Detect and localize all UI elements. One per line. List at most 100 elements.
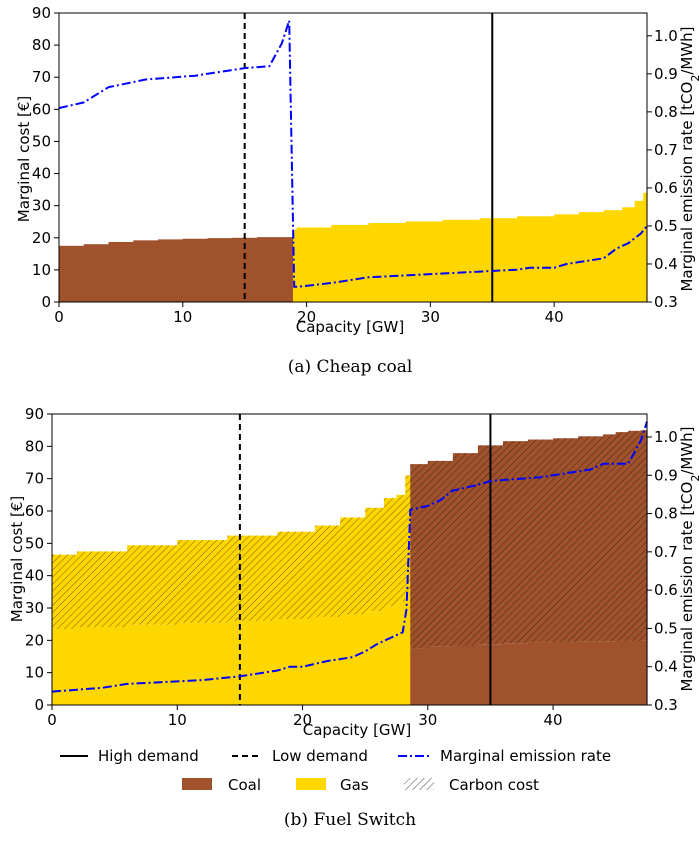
chart-b-xlabel: Capacity [GW] [303, 721, 411, 739]
chart-b-coal-step [578, 641, 604, 705]
chart-a-emission-rate-line [58, 20, 648, 288]
legend-high-demand-label: High demand [98, 747, 199, 765]
chart-b-gas-step [365, 611, 385, 705]
chart-b-emission-rate-line [51, 421, 648, 693]
chart-a-ytick-label: 40 [32, 165, 51, 183]
chart-a-xtick-label: 20 [297, 308, 316, 326]
chart-b-caption: (b) Fuel Switch [284, 810, 416, 830]
chart-b-carbon-cost-step [578, 436, 604, 642]
chart-a-gas-step [368, 223, 407, 302]
chart-a-caption: (a) Cheap coal [288, 357, 413, 377]
chart-b-y2tick-label: 0.4 [654, 658, 678, 676]
chart-b-carbon-cost-step [127, 545, 178, 625]
chart-b-xtick-label: 20 [293, 711, 312, 729]
chart-b-coal-step [640, 640, 648, 705]
chart-a-ytick-label: 30 [32, 197, 51, 215]
chart-a-gas-step [292, 229, 298, 302]
chart-b-coal-step [603, 641, 617, 705]
legend-carbon-label: Carbon cost [449, 776, 539, 794]
chart-b-y2tick-label: 0.5 [654, 619, 678, 637]
chart-a-ytick-label: 70 [32, 68, 51, 86]
chart-b-ytick-label: 30 [25, 599, 44, 617]
chart-b-ytick-label: 0 [34, 696, 44, 714]
chart-b-gas-step [52, 629, 78, 705]
legend: High demand Low demand Marginal emission… [60, 747, 611, 794]
chart-b-carbon-cost-step [640, 430, 648, 641]
legend-carbon-swatch [404, 778, 434, 790]
chart-a-gas-step [622, 207, 636, 302]
chart-b-carbon-cost-step [315, 525, 341, 618]
chart-a-xtick-label: 10 [173, 308, 192, 326]
chart-b-gas-step [177, 622, 228, 705]
chart-a-coal-step [133, 240, 159, 302]
chart-b-ytick-label: 70 [25, 470, 44, 488]
chart-a: 0 10 20 30 40 0 10 20 30 40 50 60 70 80 90 0.3 0.4 0.5 0.6… [15, 4, 699, 377]
chart-b-carbon-cost-step [502, 441, 529, 644]
chart-b-axes: 0 10 20 30 40 0 10 20 30 40 50 60 70 80 90 0.3 0.4 0.5 0.6… [25, 405, 678, 729]
chart-a-ytick-label: 60 [32, 100, 51, 118]
legend-coal-swatch [182, 778, 212, 790]
chart-a-coal-step [108, 241, 134, 302]
chart-a-gas-step [479, 218, 518, 302]
chart-a-ytick-label: 90 [32, 4, 51, 22]
chart-b-carbon-cost-step [396, 494, 406, 602]
chart-a-ytick-label: 0 [41, 293, 51, 311]
chart-b-y2tick-label: 0.8 [654, 505, 678, 523]
chart-b-xtick-label: 30 [418, 711, 437, 729]
chart-b-xtick-label: 10 [168, 711, 187, 729]
chart-b-carbon-cost-step [52, 554, 78, 630]
chart-b-carbon-cost-step [410, 464, 429, 649]
chart-b-ytick-label: 40 [25, 567, 44, 585]
chart-b-carbon-cost-step [340, 517, 366, 615]
chart-a-ytick-label: 80 [32, 36, 51, 54]
chart-b-gas-step [127, 624, 178, 705]
chart-b-coal-step [553, 641, 579, 705]
chart-a-ylabel: Marginal cost [€] [15, 96, 33, 223]
chart-a-gas-step [405, 221, 444, 302]
chart-a-gas-step [554, 214, 580, 302]
chart-b-carbon-cost-step [427, 460, 454, 647]
chart-b-ytick-label: 90 [25, 405, 44, 423]
legend-low-demand-label: Low demand [272, 747, 368, 765]
chart-b-gas-step [383, 606, 398, 705]
chart-b-carbon-cost-step [77, 551, 128, 628]
chart-b-ytick-label: 20 [25, 631, 44, 649]
chart-b-carbon-cost-step [603, 434, 617, 642]
chart-b-carbon-cost-step [628, 430, 642, 641]
chart-b-carbon-cost-step [528, 439, 554, 643]
chart-b-carbon-cost-step [383, 498, 398, 607]
chart-a-y2tick-label: 0.4 [654, 255, 678, 273]
chart-a-y2tick-label: 0.5 [654, 217, 678, 235]
chart-b-coal-step [427, 646, 454, 705]
chart-b-ylabel: Marginal cost [€] [8, 496, 26, 623]
chart-a-y2tick-label: 1.0 [654, 27, 678, 45]
chart-b-ytick-label: 50 [25, 534, 44, 552]
chart-b-carbon-cost-step [452, 453, 479, 646]
chart-a-y2tick-label: 0.7 [654, 141, 678, 159]
chart-b-coal-step [528, 642, 554, 705]
chart-b-gas-step [77, 627, 128, 705]
chart-a-axes: 0 10 20 30 40 0 10 20 30 40 50 60 70 80 90 0.3 0.4 0.5 0.6… [32, 4, 678, 326]
chart-b-coal-step [410, 648, 429, 705]
chart-b-carbon-cost-step [405, 475, 411, 594]
chart-b-gas-step [277, 618, 316, 705]
chart-b-coal-step [452, 645, 479, 705]
chart-a-coal-step [158, 239, 184, 302]
chart-b-y2tick-label: 0.9 [654, 466, 678, 484]
legend-gas-label: Gas [340, 776, 369, 794]
chart-a-gas-step [331, 224, 370, 302]
chart-b-frame [51, 413, 648, 706]
chart-a-coal-step [83, 244, 110, 302]
chart-a-frame [58, 12, 648, 303]
chart-a-y2tick-label: 0.8 [654, 103, 678, 121]
chart-b-coal-step [615, 640, 629, 705]
chart-b-y2tick-label: 0.6 [654, 581, 678, 599]
chart-a-xlabel: Capacity [GW] [296, 318, 404, 336]
chart-b-carbon-cost-step [277, 531, 316, 619]
chart-a-y2tick-label: 0.6 [654, 179, 678, 197]
chart-a-ytick-label: 10 [32, 261, 51, 279]
chart-b-gas-step [227, 620, 279, 705]
chart-a-y2tick-label: 0.3 [654, 293, 678, 311]
chart-b-y2tick-label: 0.7 [654, 543, 678, 561]
